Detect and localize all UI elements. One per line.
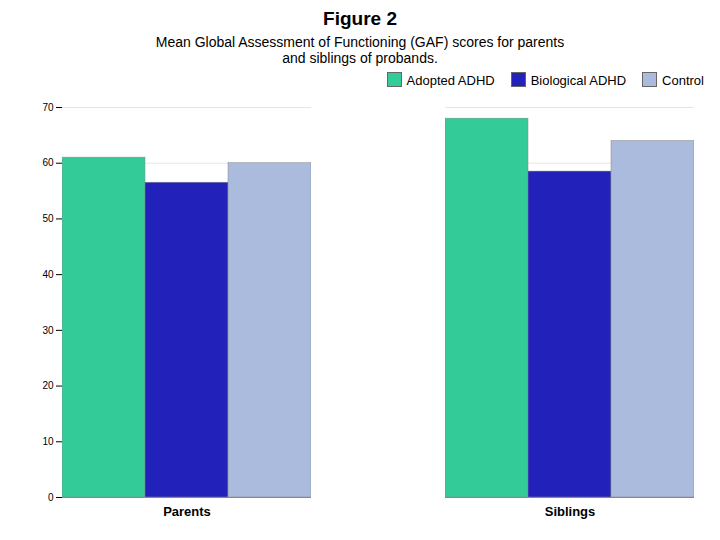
html-text:Control: Control — [662, 73, 704, 88]
svg-text:40: 40 — [42, 269, 54, 280]
html-text:Biological ADHD: Biological ADHD — [530, 73, 627, 88]
html-text:Adopted ADHD: Adopted ADHD — [406, 73, 495, 88]
svg-text:0: 0 — [48, 492, 54, 503]
svg-text:10: 10 — [42, 436, 54, 447]
html-text:Mean Global Assessment of Func: Mean Global Assessment of Functioning (G… — [155, 34, 565, 66]
svg-text:Parents: Parents — [163, 504, 211, 519]
svg-text:60: 60 — [42, 157, 54, 168]
html-text:Figure 2: Figure 2 — [323, 8, 397, 29]
svg-text:Siblings: Siblings — [545, 504, 596, 519]
svg-text:30: 30 — [42, 325, 54, 336]
svg-text:70: 70 — [42, 102, 54, 113]
svg-text:20: 20 — [42, 380, 54, 391]
svg-text:50: 50 — [42, 213, 54, 224]
